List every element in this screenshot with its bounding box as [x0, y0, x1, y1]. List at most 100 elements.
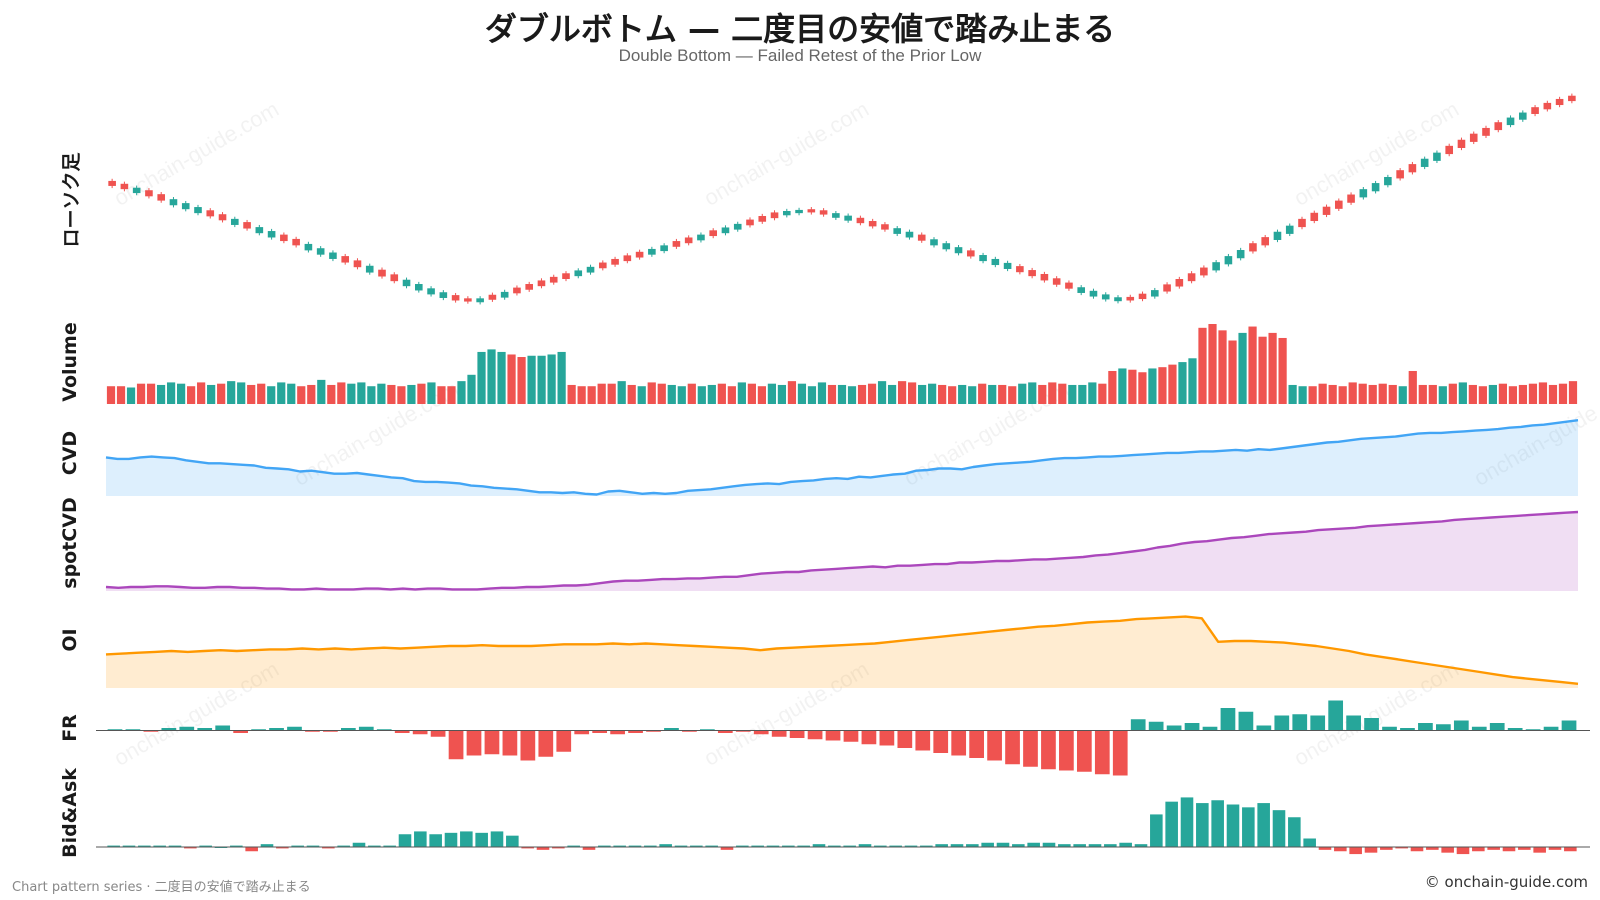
fr-bar: [448, 730, 464, 760]
volume-bar: [1548, 384, 1558, 404]
candle-body: [1347, 194, 1355, 203]
bidask-bar: [1395, 847, 1408, 849]
bidask-bar: [843, 845, 856, 847]
volume-bar: [1188, 358, 1197, 404]
bidask-bar: [950, 844, 964, 847]
candle-body: [145, 190, 153, 197]
fr-bar: [1471, 726, 1487, 731]
candle-body: [1469, 133, 1478, 142]
bidask-bar: [1226, 804, 1240, 847]
candle-body: [488, 294, 497, 300]
volume-bar: [567, 384, 576, 404]
volume-bar: [1028, 382, 1037, 404]
volume-bar: [1128, 369, 1137, 404]
volume-bar: [697, 386, 706, 404]
volume-bar: [1438, 386, 1447, 404]
bidask-bar: [1104, 844, 1117, 847]
candle-body: [194, 207, 202, 214]
candle-body: [1531, 107, 1539, 114]
candle-body: [500, 291, 509, 298]
candle-body: [169, 199, 178, 206]
candle-body: [316, 248, 325, 255]
candle-body: [1224, 256, 1233, 265]
volume-bar: [1268, 332, 1277, 404]
fr-bar: [771, 730, 787, 737]
volume-bar: [1428, 384, 1437, 404]
bidask-bar: [1134, 844, 1148, 847]
fr-bar: [1400, 728, 1415, 731]
volume-bar: [547, 354, 556, 404]
candle-body: [1420, 158, 1429, 167]
bidask-bar: [352, 842, 366, 847]
footer-series-note: Chart pattern series · 二度目の安値で踏み止まる: [12, 880, 311, 895]
fr-bar: [1130, 719, 1146, 731]
fr-bar: [897, 730, 913, 748]
volume-bar: [1258, 336, 1267, 404]
volume-bar: [317, 379, 326, 404]
bidask-bar: [1012, 844, 1025, 847]
candle-body: [341, 256, 350, 263]
fr-bar: [1310, 715, 1326, 731]
volume-bar: [1278, 337, 1287, 404]
volume-bar: [918, 384, 927, 404]
volume-bar: [1398, 386, 1407, 404]
candle-body: [1384, 176, 1392, 186]
bidask-bar: [138, 845, 151, 847]
candle-body: [549, 276, 558, 283]
candle-body: [1568, 95, 1576, 102]
volume-bar: [1498, 383, 1508, 404]
candle-body: [746, 219, 754, 226]
candle-body: [832, 213, 840, 218]
spotcvd-area-fill: [106, 512, 1578, 591]
candle-body: [979, 255, 987, 262]
volume-bar: [1048, 382, 1057, 404]
bidask-bar: [567, 845, 580, 847]
fr-bar: [789, 730, 805, 738]
candle-body: [844, 215, 852, 221]
bidask-bar: [1533, 847, 1546, 853]
volume-bar: [647, 382, 656, 404]
candle-body: [1089, 290, 1098, 297]
bidask-bar: [1119, 842, 1132, 847]
bidask-bar: [1073, 844, 1086, 847]
bidask-bar: [797, 845, 810, 847]
volume-bar: [207, 384, 216, 404]
fr-bar: [717, 730, 733, 733]
candle-body: [819, 210, 828, 215]
bidask-bar: [613, 845, 626, 847]
fr-bar: [1543, 726, 1559, 731]
fr-bar: [646, 730, 661, 732]
candle-body: [390, 274, 399, 282]
candle-body: [930, 239, 938, 246]
bidask-bar: [1257, 803, 1270, 847]
fr-bar: [502, 730, 518, 756]
bidask-bar: [1088, 844, 1102, 847]
fr-bar: [825, 730, 841, 741]
volume-bar: [427, 382, 436, 404]
candle-body: [1138, 293, 1147, 300]
bidask-bar: [1272, 810, 1286, 847]
fr-bar: [1166, 725, 1182, 731]
volume-bar: [176, 383, 186, 404]
fr-bar: [556, 730, 572, 752]
volume-bar: [1328, 384, 1337, 404]
bidask-bar: [1456, 847, 1470, 855]
candle-body: [329, 252, 337, 259]
candle-body: [1433, 152, 1441, 161]
volume-bar: [1068, 384, 1077, 404]
volume-bar: [417, 383, 426, 404]
volume-bar: [287, 383, 296, 404]
volume-bar: [367, 386, 376, 404]
volume-bar: [187, 386, 196, 404]
bidask-bar: [1334, 847, 1347, 852]
volume-bar: [166, 382, 176, 404]
volume-bar: [1168, 364, 1177, 404]
candle-body: [1101, 294, 1110, 300]
volume-bar: [1038, 384, 1047, 404]
volume-bar: [437, 386, 446, 404]
candle-body: [1249, 243, 1257, 252]
candle-body: [648, 248, 656, 255]
volume-bar: [767, 383, 777, 404]
candle-body: [243, 222, 251, 229]
candle-body: [108, 180, 116, 186]
